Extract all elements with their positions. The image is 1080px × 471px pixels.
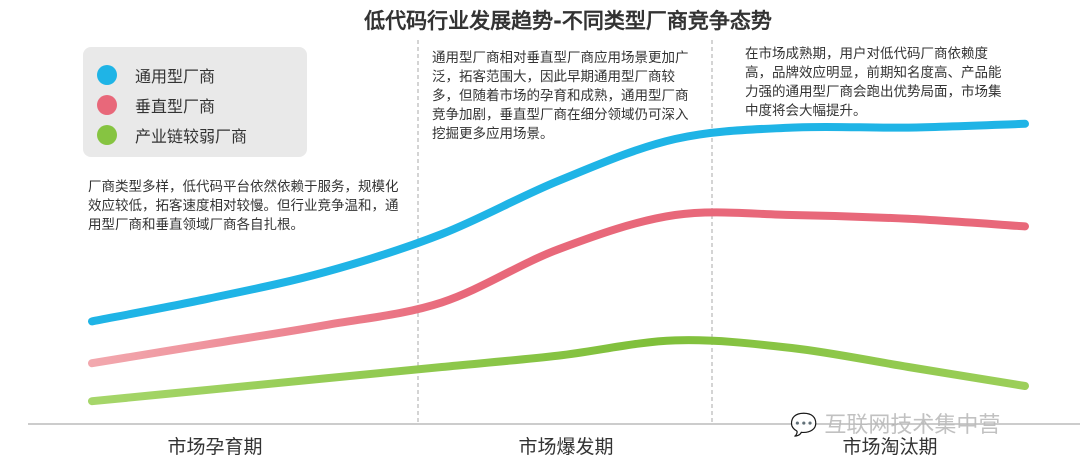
legend-swatch [97, 95, 117, 115]
watermark: 💬 互联网技术集中营 [790, 407, 1000, 439]
legend: 通用型厂商 垂直型厂商 产业链较弱厂商 [83, 47, 307, 157]
watermark-text: 互联网技术集中营 [824, 413, 1001, 438]
legend-item: 通用型厂商 [97, 63, 215, 87]
legend-label: 通用型厂商 [135, 67, 216, 86]
legend-label: 产业链较弱厂商 [135, 127, 248, 146]
legend-swatch [97, 65, 117, 85]
annotation-phase-3: 在市场成熟期，用户对低代码厂商依赖度高，品牌效应明显，前期知名度高、产品能力强的… [745, 46, 1002, 119]
annotation-phase-1: 厂商类型多样，低代码平台依然依赖于服务，规模化效应较低，拓客速度相对较慢。但行业… [88, 179, 399, 233]
series-line-0 [88, 119, 1029, 326]
annotation-phase-2: 通用型厂商相对垂直型厂商应用场景更加广泛，拓客范围大，因此早期通用型厂商较多，但… [432, 50, 689, 142]
legend-item: 垂直型厂商 [97, 93, 215, 117]
chart-title: 低代码行业发展趋势-不同类型厂商竞争态势 [364, 9, 772, 33]
x-tick-label: 市场孕育期 [167, 436, 263, 458]
x-tick-label: 市场淘汰期 [842, 436, 938, 458]
legend-item: 产业链较弱厂商 [97, 123, 247, 147]
legend-swatch [97, 125, 117, 145]
wechat-icon: 💬 [790, 413, 818, 438]
legend-label: 垂直型厂商 [135, 97, 216, 116]
series-line-1 [88, 208, 1029, 368]
x-tick-label: 市场爆发期 [518, 436, 614, 458]
series-line-2 [88, 336, 1029, 406]
